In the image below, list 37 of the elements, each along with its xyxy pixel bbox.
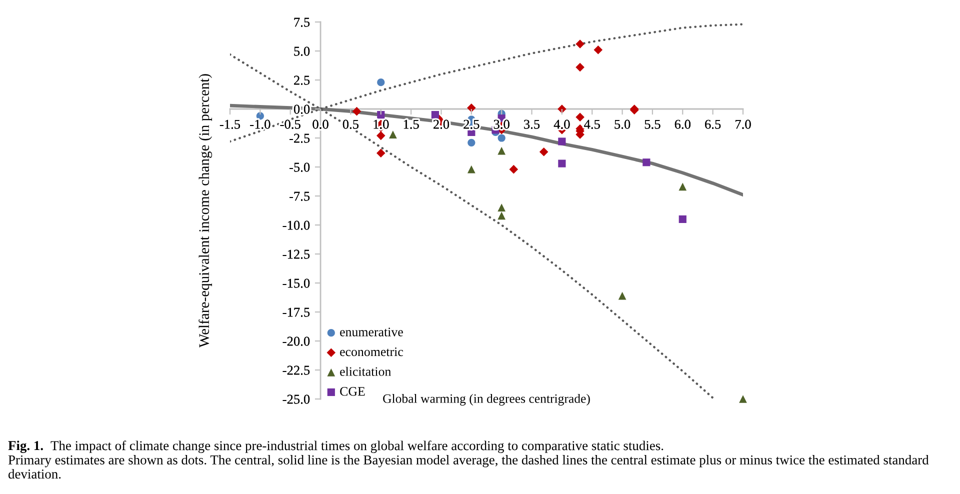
y-tick-label: -17.5: [282, 308, 310, 317]
y-tick-label: -7.5: [290, 192, 310, 201]
y-tick-label: -10.0: [282, 220, 310, 230]
x-tick-label: -1.5: [220, 120, 240, 129]
x-tick-label: -0.5: [280, 120, 300, 129]
legend-label: econometric: [340, 347, 403, 356]
caption: Fig. 1.: [8, 440, 43, 453]
x-tick-label: 6.0: [674, 120, 690, 129]
y-tick-label: 5.0: [294, 46, 310, 56]
y-tick-label: -2.5: [290, 134, 310, 143]
y-axis-title: Welfare-equivalent income change (in percent): [198, 74, 212, 348]
y-tick-label: -22.5: [282, 366, 310, 375]
x-tick-label: 3.5: [524, 120, 540, 129]
x-tick-label: 7.0: [736, 120, 751, 129]
text: The impact of climate change since pre-industrial times on global welfare according to comparative static studies.: [50, 440, 664, 453]
x-tick-label: 0.5: [342, 120, 359, 129]
x-tick-label: 2.0: [433, 120, 450, 129]
y-tick-label: -25.0: [282, 394, 310, 404]
x-axis-title: Global warming (in degrees centrigrade): [383, 394, 590, 406]
x-tick-label: 5.0: [614, 120, 630, 129]
legend-label: enumerative: [340, 328, 403, 336]
y-tick-label: -5.0: [290, 162, 310, 172]
legend-label: elicitation: [340, 366, 391, 376]
y-tick-label: 2.5: [294, 76, 310, 85]
x-tick-label: 6.5: [705, 120, 721, 129]
text: Primary estimates are shown as dots. The central, solid line is the Bayesian model average, the dashed lines the central estimate plus or minus twice the estimated standard deviation.: [8, 455, 929, 479]
x-tick-label: -1.0: [250, 120, 270, 129]
x-tick-label: 4.0: [554, 120, 570, 129]
y-tick-label: -20.0: [282, 336, 310, 346]
legend-label: CGE: [340, 387, 365, 396]
y-tick-label: 7.5: [294, 18, 310, 27]
x-tick-label: 4.5: [584, 120, 600, 129]
x-tick-label: 5.5: [644, 120, 660, 129]
x-tick-label: 0.0: [312, 120, 328, 129]
y-tick-label: -15.0: [282, 278, 310, 288]
x-tick-label: 1.5: [404, 120, 419, 129]
y-tick-label: -12.5: [282, 250, 310, 259]
